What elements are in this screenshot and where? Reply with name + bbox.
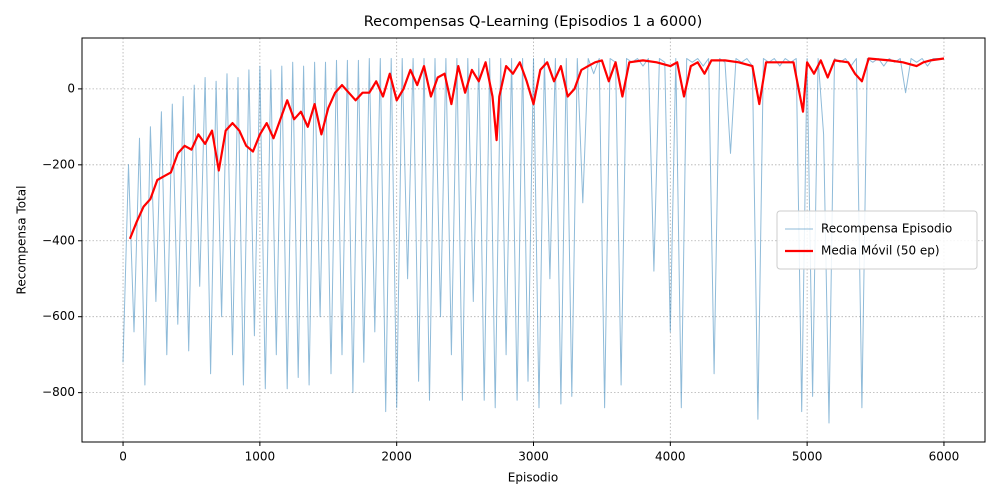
y-axis-label: Recompensa Total <box>15 186 29 295</box>
x-tick-label: 6000 <box>929 450 960 464</box>
x-tick-label: 5000 <box>792 450 823 464</box>
legend-label: Recompensa Episodio <box>821 222 952 236</box>
series-line <box>128 57 945 240</box>
y-tick-label: −400 <box>42 233 75 247</box>
plot-frame <box>81 37 986 443</box>
series-line <box>122 58 944 424</box>
x-tick-label: 4000 <box>655 450 686 464</box>
x-tick-label: 2000 <box>381 450 412 464</box>
x-axis-label: Episodio <box>508 471 558 485</box>
x-tick-label: 3000 <box>518 450 549 464</box>
chart-title: Recompensas Q-Learning (Episodios 1 a 60… <box>364 14 702 30</box>
y-tick-label: 0 <box>67 81 75 95</box>
legend: Recompensa Episodio Media Móvil (50 ep) <box>776 210 978 270</box>
x-tick-label: 0 <box>119 450 127 464</box>
x-tick-label: 1000 <box>245 450 276 464</box>
legend-box <box>776 210 978 270</box>
y-tick-label: −200 <box>42 157 75 171</box>
y-tick-label: −800 <box>42 385 75 399</box>
legend-label: Media Móvil (50 ep) <box>821 244 940 258</box>
y-tick-label: −600 <box>42 309 75 323</box>
